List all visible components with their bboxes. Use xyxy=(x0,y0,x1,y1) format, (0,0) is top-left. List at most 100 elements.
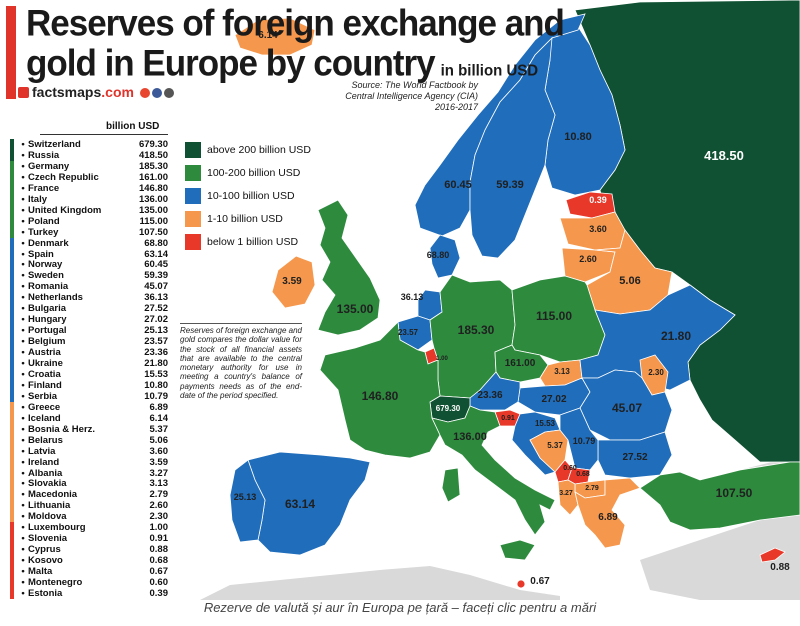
country-name: Croatia xyxy=(28,368,61,380)
bullet-icon: • xyxy=(21,489,25,501)
region-united-kingdom xyxy=(317,199,381,336)
map-value-label: 3.27 xyxy=(559,490,573,497)
brand-logo[interactable]: factsmaps.com xyxy=(18,84,174,100)
country-row: • France 146.80 xyxy=(10,182,168,194)
country-row: • Sweden 59.39 xyxy=(10,270,168,282)
country-row: • Cyprus 0.88 xyxy=(10,544,168,556)
bullet-icon: • xyxy=(21,358,25,369)
land-north-africa xyxy=(200,566,560,600)
country-name: Luxembourg xyxy=(28,522,86,534)
map-value-label: 1.00 xyxy=(436,356,448,362)
map-value-label: 6.89 xyxy=(598,512,618,523)
region-cyprus xyxy=(759,547,786,563)
country-value: 5.06 xyxy=(149,434,169,446)
map-value-label: 161.00 xyxy=(505,358,536,369)
map-value-label: 135.00 xyxy=(337,302,374,316)
country-value: 146.80 xyxy=(138,182,168,194)
bullet-icon: • xyxy=(21,281,25,293)
group-color-bar xyxy=(10,401,14,413)
country-name: Estonia xyxy=(28,587,63,599)
group-color-bar xyxy=(10,139,14,150)
legend-swatch xyxy=(185,165,201,181)
map-value-label: 25.13 xyxy=(234,492,257,502)
map-value-label: 23.36 xyxy=(477,390,502,401)
map-value-label: 146.80 xyxy=(362,389,399,403)
map-value-label: 59.39 xyxy=(496,179,524,191)
group-color-bar xyxy=(10,511,14,523)
legend-label: 1-10 billion USD xyxy=(207,213,283,225)
country-row: • Switzerland 679.30 xyxy=(10,139,168,150)
twitter-icon[interactable] xyxy=(151,88,162,98)
country-row: • Italy 136.00 xyxy=(10,193,168,205)
region-turkey xyxy=(639,461,800,531)
country-name: Turkey xyxy=(28,226,59,238)
country-value: 2.60 xyxy=(149,500,169,512)
map-value-label: 3.13 xyxy=(554,367,570,376)
legend-swatch xyxy=(185,234,201,250)
region-sweden xyxy=(469,36,556,259)
country-row: • Iceland 6.14 xyxy=(10,412,169,424)
country-value: 6.14 xyxy=(149,412,169,424)
map-value-label: 185.30 xyxy=(458,323,495,337)
group-color-bar xyxy=(10,160,14,172)
map-value-label: 27.02 xyxy=(541,394,566,405)
map-value-label: 68.80 xyxy=(427,250,450,260)
country-value: 27.52 xyxy=(144,303,168,315)
country-name: Poland xyxy=(28,215,60,227)
country-name: Latvia xyxy=(28,445,56,457)
facebook-icon[interactable] xyxy=(139,88,150,98)
map-value-label: 0.88 xyxy=(770,562,790,573)
country-name: Switzerland xyxy=(28,139,81,150)
group-color-bar xyxy=(10,566,14,578)
bullet-icon: • xyxy=(21,500,25,512)
group-color-bar xyxy=(10,379,14,391)
instagram-icon[interactable] xyxy=(163,88,174,98)
group-color-bar xyxy=(10,544,14,556)
bullet-icon: • xyxy=(21,379,25,391)
country-name: Ireland xyxy=(28,456,60,468)
map-value-label: 0.68 xyxy=(576,471,590,478)
bullet-icon: • xyxy=(21,347,25,359)
country-row: • Spain 63.14 xyxy=(10,248,168,260)
country-row: • Austria 23.36 xyxy=(10,347,168,359)
region-ukraine xyxy=(579,284,736,391)
region-denmark xyxy=(429,234,461,279)
map-value-label: 5.37 xyxy=(547,441,563,450)
country-row: • Ireland 3.59 xyxy=(10,456,169,468)
bullet-icon: • xyxy=(21,390,25,402)
country-name: Bulgaria xyxy=(28,303,67,315)
group-color-bar xyxy=(10,248,14,260)
group-color-bar xyxy=(10,390,14,402)
country-value: 3.59 xyxy=(149,456,169,468)
map-value-label: 107.50 xyxy=(716,486,753,500)
bullet-icon: • xyxy=(21,182,25,194)
map-value-label: 2.30 xyxy=(648,368,664,377)
country-row: • Moldova 2.30 xyxy=(10,511,168,523)
region-malta xyxy=(516,579,526,589)
bullet-icon: • xyxy=(21,171,25,183)
title-line-2-text: gold in Europe by country xyxy=(26,42,436,84)
region-sardinia xyxy=(441,467,461,503)
country-name: Belarus xyxy=(28,434,63,446)
map-value-label: 679.30 xyxy=(436,404,461,413)
bullet-icon: • xyxy=(21,336,25,348)
group-color-bar xyxy=(10,555,14,567)
country-name: Ukraine xyxy=(28,358,63,369)
country-row: • Greece 6.89 xyxy=(10,401,168,413)
country-name: Malta xyxy=(28,566,53,578)
country-value: 0.60 xyxy=(149,577,169,588)
group-color-bar xyxy=(10,215,14,227)
country-value: 10.79 xyxy=(144,390,168,402)
bullet-icon: • xyxy=(21,226,25,238)
bullet-icon: • xyxy=(21,456,25,468)
group-color-bar xyxy=(10,467,14,479)
legend-entry: 100-200 billion USD xyxy=(185,165,345,183)
group-color-bar xyxy=(10,292,14,304)
country-row: • Bosnia & Herz. 5.37 xyxy=(10,423,168,435)
country-row: • Macedonia 2.79 xyxy=(10,489,168,501)
legend-entry: 1-10 billion USD xyxy=(185,211,345,229)
legend-label: below 1 billion USD xyxy=(207,236,299,248)
bullet-icon: • xyxy=(21,270,25,282)
map-value-labels: 679.30 418.50 185.30 161.00 146.80 136.00 135.… xyxy=(234,30,790,587)
country-value: 136.00 xyxy=(138,193,168,205)
